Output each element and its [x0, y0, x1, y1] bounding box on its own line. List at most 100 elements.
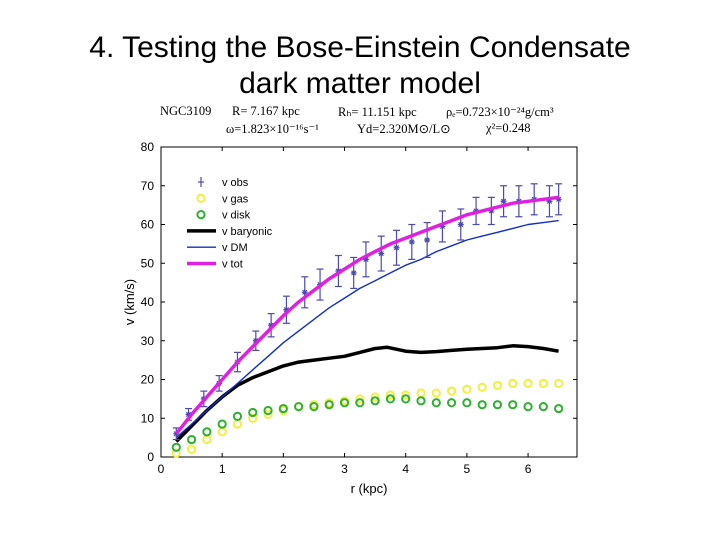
data-point	[186, 434, 197, 445]
galaxy-name: NGC3109	[160, 104, 212, 118]
x-tick-label: 2	[280, 462, 287, 476]
data-point	[339, 398, 350, 408]
param-density: ρₑ=0.723×10⁻²⁴g/cm³	[446, 105, 554, 119]
slide-title-line-1: 4. Testing the Bose-Einstein Condensate	[89, 31, 631, 64]
data-point	[385, 394, 396, 404]
data-point	[355, 394, 365, 404]
data-point	[416, 396, 426, 406]
data-point	[294, 402, 304, 412]
x-tick-label: 1	[219, 462, 226, 476]
data-point	[185, 411, 192, 418]
data-point	[171, 448, 181, 458]
data-point	[462, 384, 472, 394]
legend-label: v disk	[222, 210, 251, 222]
data-point	[554, 403, 564, 414]
data-point	[477, 400, 487, 410]
data-point	[252, 337, 259, 344]
slide-title: 4. Testing the Bose-Einstein Condensate …	[0, 30, 720, 102]
legend-label: v gas	[222, 193, 249, 205]
data-point	[385, 390, 396, 400]
data-point	[232, 411, 243, 421]
legend-swatch	[196, 193, 206, 203]
series-line-v-tot	[174, 195, 559, 435]
y-tick-label: 30	[141, 334, 155, 348]
data-point	[523, 402, 533, 412]
data-point	[278, 403, 288, 414]
param-rh: Rₕ= 11.151 kpc	[338, 105, 417, 119]
data-point	[446, 398, 457, 408]
y-tick-label: 60	[141, 218, 155, 232]
data-point	[431, 388, 441, 398]
y-tick-label: 40	[141, 295, 155, 309]
data-point	[408, 238, 415, 245]
x-tick-label: 6	[525, 462, 532, 476]
data-point	[186, 444, 197, 454]
data-point	[492, 400, 503, 410]
x-tick-label: 5	[464, 462, 471, 476]
x-axis-label: r (kpc)	[351, 481, 388, 496]
y-tick-label: 70	[141, 179, 155, 193]
data-point	[217, 419, 227, 429]
slide-title-line-2: dark matter model	[239, 67, 481, 100]
legend-label: v obs	[222, 177, 249, 189]
data-point	[538, 402, 548, 412]
data-point	[523, 378, 533, 388]
data-point	[248, 407, 258, 418]
data-point	[439, 223, 446, 230]
y-tick-label: 80	[141, 140, 155, 154]
data-point	[248, 413, 258, 423]
param-chi-squared: χ²=0.248	[486, 121, 531, 135]
data-point	[350, 269, 357, 276]
data-point	[309, 402, 319, 412]
x-tick-label: 0	[158, 462, 165, 476]
data-point	[555, 196, 562, 203]
data-point	[492, 380, 503, 390]
data-point	[401, 394, 411, 404]
chart-legend: v obs v gas v disk v baryonic v DM v tot	[187, 177, 273, 271]
y-tick-label: 0	[147, 450, 154, 464]
data-point	[355, 398, 365, 408]
data-point	[263, 405, 273, 416]
legend-label: v tot	[222, 259, 243, 271]
data-point	[401, 390, 411, 400]
legend-label: v baryonic	[222, 226, 273, 238]
data-point	[301, 289, 308, 296]
param-radius: R= 7.167 kpc	[232, 104, 300, 118]
data-point	[370, 392, 380, 402]
series-v-disk	[171, 394, 564, 452]
data-point	[431, 398, 441, 408]
legend-swatch	[196, 210, 206, 220]
data-point	[263, 409, 273, 419]
series-line-v-DM	[175, 219, 559, 439]
param-omega: ω=1.823×10⁻¹⁶s⁻¹	[226, 122, 319, 136]
data-point	[554, 378, 564, 388]
data-point	[488, 207, 495, 214]
data-point	[508, 400, 518, 410]
x-tick-label: 4	[402, 462, 409, 476]
data-point	[462, 398, 472, 408]
data-point	[477, 382, 487, 392]
y-tick-label: 10	[141, 411, 155, 425]
data-point	[446, 386, 457, 396]
data-point	[283, 306, 290, 313]
data-point	[546, 198, 553, 205]
data-point	[268, 322, 275, 329]
data-point	[324, 400, 334, 410]
data-point	[424, 237, 431, 243]
y-tick-label: 50	[141, 256, 155, 270]
y-axis-label: v (km/s)	[122, 279, 137, 325]
y-tick-label: 20	[141, 373, 155, 387]
series-line-v-baryonic	[175, 344, 559, 443]
data-point	[500, 198, 507, 205]
data-point	[362, 256, 369, 263]
data-point	[171, 442, 181, 452]
data-point	[508, 378, 518, 388]
data-point	[457, 221, 464, 228]
x-tick-label: 3	[341, 462, 348, 476]
data-point	[202, 427, 212, 437]
data-point	[538, 378, 548, 388]
data-point	[370, 396, 380, 406]
param-mass-to-light: Υd=2.320M⊙/L⊙	[357, 122, 451, 136]
legend-label: v DM	[222, 242, 248, 254]
